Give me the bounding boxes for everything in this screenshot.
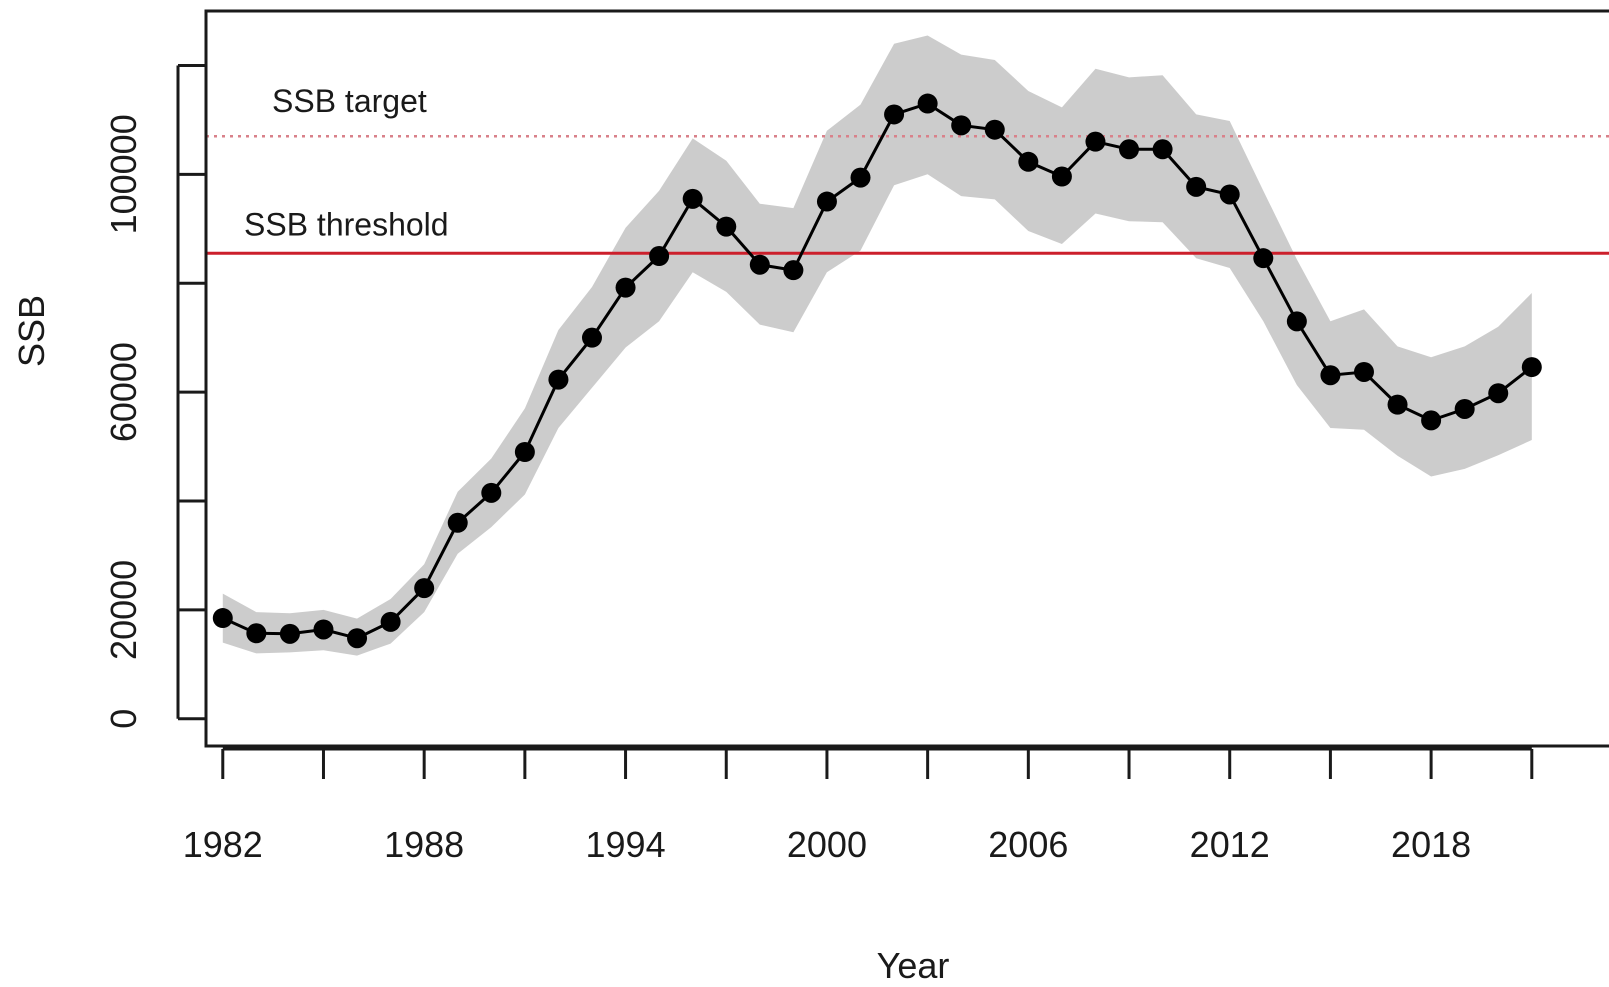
data-point-2006: [1018, 151, 1039, 172]
data-point-2005: [984, 119, 1005, 140]
confidence-band-layer: [222, 35, 1532, 656]
y-axis: 0 20000 60000 100000: [103, 63, 206, 729]
x-axis: 1982 1988 1994 2000 2006 2012 2018: [183, 747, 1534, 865]
y-tick-label-20000: 20000: [103, 560, 144, 660]
data-point-2010: [1152, 139, 1173, 160]
series-layer: [212, 93, 1542, 649]
data-point-1988: [414, 578, 435, 599]
x-tick-label-1982: 1982: [183, 824, 263, 865]
data-point-1983: [246, 623, 267, 644]
x-tick-label-2006: 2006: [988, 824, 1068, 865]
data-point-2000: [816, 191, 837, 212]
data-point-2016: [1353, 361, 1374, 382]
data-point-1990: [481, 482, 502, 503]
data-point-2009: [1119, 139, 1140, 160]
data-point-1991: [514, 442, 535, 462]
data-point-2017: [1387, 394, 1408, 415]
data-point-1994: [615, 277, 636, 298]
data-point-1984: [279, 623, 300, 644]
data-point-1986: [347, 628, 368, 649]
data-point-2008: [1085, 131, 1106, 152]
data-point-1998: [749, 254, 770, 275]
data-point-2011: [1186, 176, 1207, 197]
data-point-2021: [1521, 357, 1542, 378]
data-point-2004: [951, 115, 972, 136]
confidence-band: [222, 35, 1532, 656]
x-tick-label-2018: 2018: [1391, 824, 1471, 865]
data-point-1989: [447, 512, 468, 533]
data-point-1987: [380, 611, 401, 632]
data-point-2012: [1219, 184, 1240, 205]
data-point-2001: [850, 167, 871, 188]
data-point-1995: [649, 246, 670, 266]
data-point-1985: [313, 619, 334, 640]
reference-lines-layer: SSB target SSB threshold: [206, 83, 1609, 255]
data-point-2020: [1488, 383, 1509, 404]
ssb-series-line: [222, 101, 1533, 640]
data-point-2002: [884, 104, 905, 125]
data-point-2018: [1421, 410, 1442, 431]
y-tick-label-0: 0: [103, 709, 144, 729]
data-point-1996: [682, 188, 703, 209]
data-point-1993: [581, 327, 602, 348]
x-tick-label-1994: 1994: [586, 824, 666, 865]
x-axis-title: Year: [877, 945, 950, 986]
x-tick-label-2000: 2000: [787, 824, 867, 865]
plot-frame: [204, 9, 1609, 748]
ssb-threshold-label: SSB threshold: [244, 206, 449, 242]
ssb-target-label: SSB target: [272, 83, 427, 119]
data-point-2013: [1253, 248, 1274, 269]
y-tick-label-60000: 60000: [103, 342, 144, 442]
data-point-2014: [1286, 311, 1307, 332]
x-tick-label-2012: 2012: [1190, 824, 1270, 865]
data-point-2019: [1454, 398, 1475, 419]
data-point-1992: [548, 369, 569, 390]
data-point-1982: [212, 608, 233, 629]
data-point-2003: [917, 93, 938, 114]
data-point-1997: [716, 216, 737, 237]
y-tick-label-100000: 100000: [103, 114, 144, 234]
data-point-1999: [783, 260, 804, 281]
data-point-2007: [1051, 166, 1072, 187]
y-axis-title: SSB: [11, 295, 52, 367]
data-point-2015: [1320, 365, 1341, 386]
x-tick-label-1988: 1988: [384, 824, 464, 865]
